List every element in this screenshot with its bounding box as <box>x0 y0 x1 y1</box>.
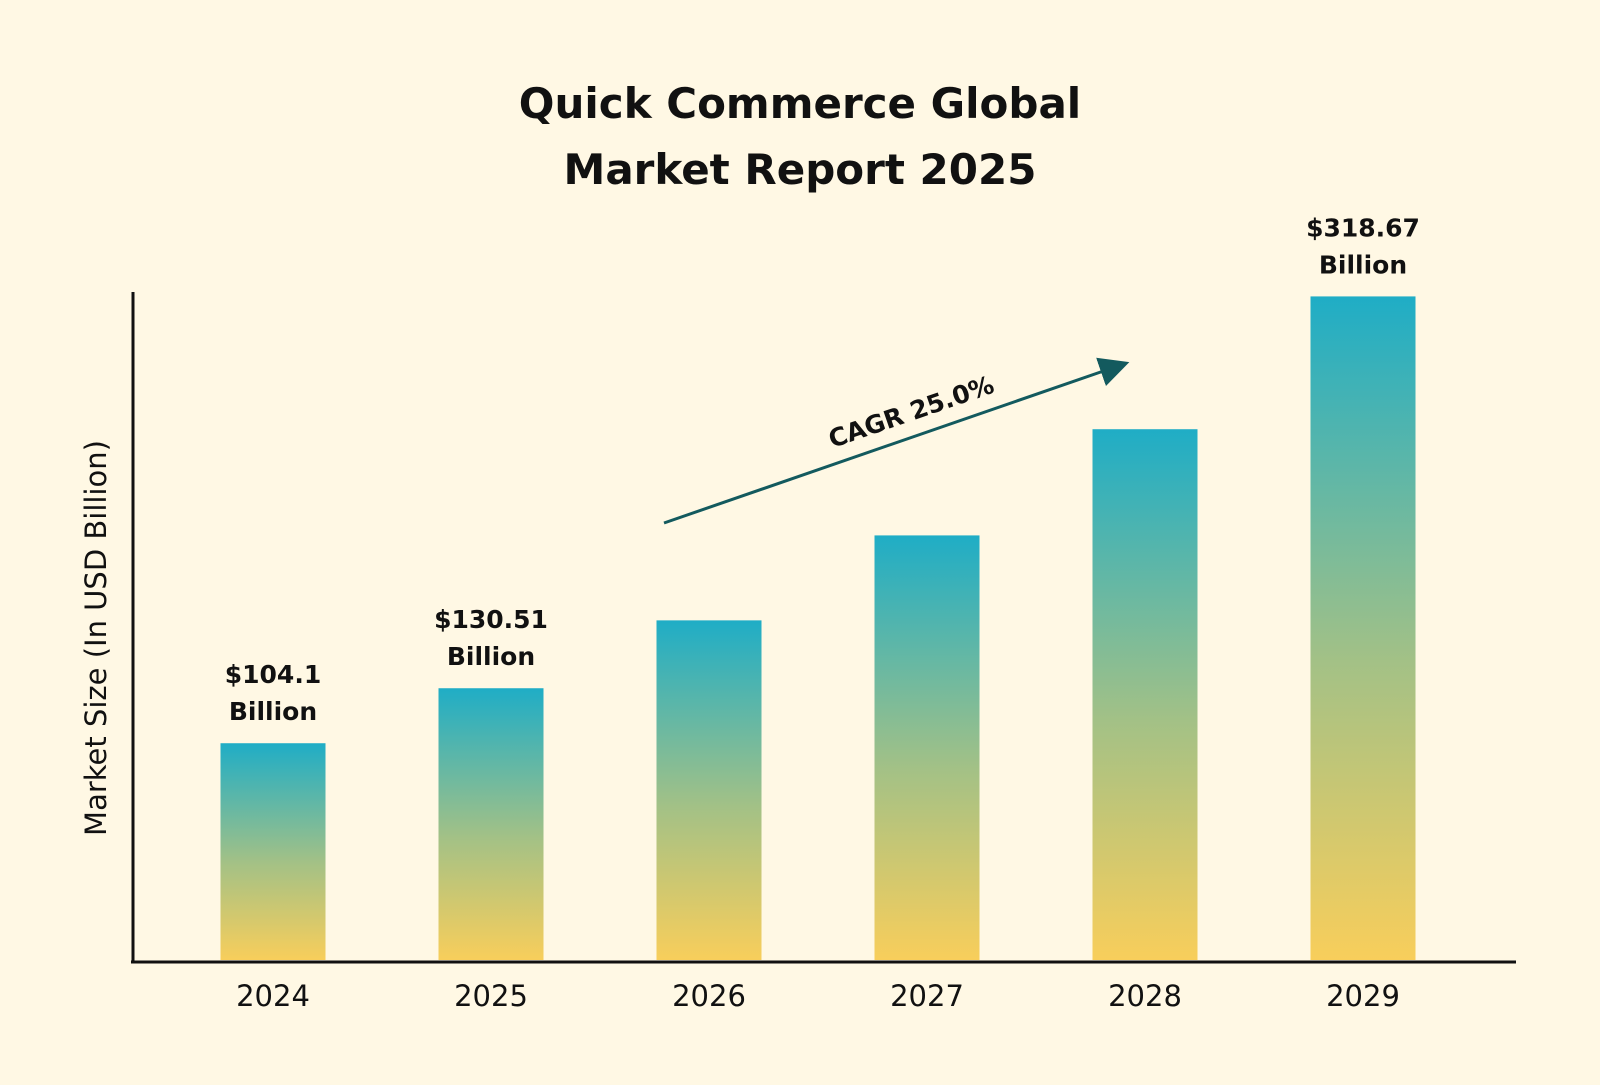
x-tick-label-2026: 2026 <box>672 979 746 1013</box>
cagr-arrow <box>663 357 1130 525</box>
y-axis-title: Market Size (In USD Billion) <box>79 440 113 836</box>
data-label-unit-2024: Billion <box>229 697 317 726</box>
x-tick-labels-group: 2024 2025 2026 2027 2028 2029 <box>236 979 1400 1013</box>
chart-title-line-1: Quick Commerce Global <box>519 79 1081 128</box>
cagr-annotation: CAGR 25.0% <box>663 357 1130 525</box>
bars-group <box>220 296 1416 960</box>
x-tick-label-2025: 2025 <box>454 979 528 1013</box>
data-label-value-2025: $130.51 <box>434 605 548 634</box>
data-labels-group: $104.1 Billion $130.51 Billion $318.67 Billio… <box>225 213 1420 726</box>
x-tick-label-2029: 2029 <box>1326 979 1400 1013</box>
bar-2025 <box>438 688 544 960</box>
x-tick-label-2024: 2024 <box>236 979 310 1013</box>
bar-2029 <box>1310 296 1416 960</box>
data-label-value-2029: $318.67 <box>1306 213 1420 242</box>
data-label-unit-2025: Billion <box>447 642 535 671</box>
data-label-unit-2029: Billion <box>1319 250 1407 279</box>
cagr-label: CAGR 25.0% <box>825 370 998 454</box>
x-tick-label-2028: 2028 <box>1108 979 1182 1013</box>
bar-2028 <box>1092 429 1198 960</box>
chart-title: Quick Commerce Global Market Report 2025 <box>519 79 1081 194</box>
bar-2024 <box>220 743 326 960</box>
data-label-value-2024: $104.1 <box>225 660 321 689</box>
bar-2027 <box>874 535 980 960</box>
chart-title-line-2: Market Report 2025 <box>564 145 1037 194</box>
bar-2026 <box>656 620 762 960</box>
x-tick-label-2027: 2027 <box>890 979 964 1013</box>
